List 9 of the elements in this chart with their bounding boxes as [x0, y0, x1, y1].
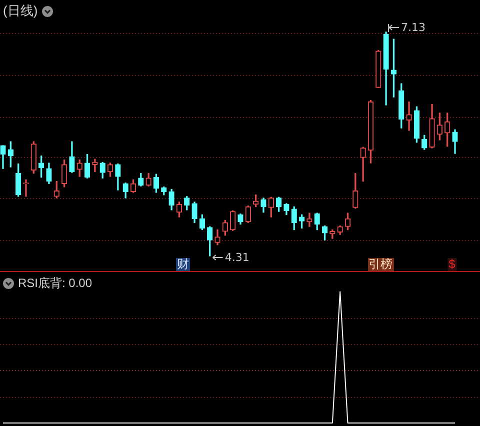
candlestick — [406, 102, 412, 131]
chart-title: RSI底背: 0.00 — [18, 275, 92, 292]
annotation: 7.13 — [401, 20, 426, 34]
candlestick — [92, 158, 98, 172]
text: 引榜 — [368, 257, 394, 271]
text: $ — [448, 257, 456, 271]
text: 财 — [176, 257, 190, 271]
annotation: 4.31 — [224, 250, 250, 264]
chart-title: (日线) — [3, 2, 38, 20]
